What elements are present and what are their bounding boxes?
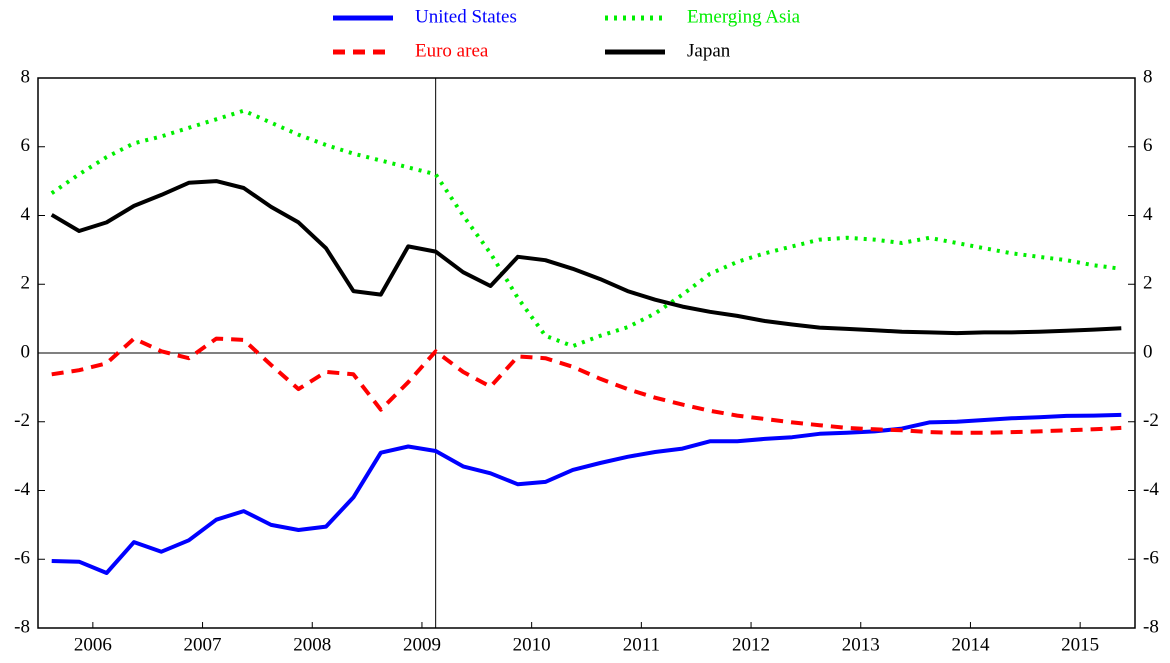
series-line: [50, 179, 1122, 336]
x-tick-label: 2013: [842, 634, 880, 655]
x-tick-label: 2011: [623, 634, 660, 655]
y-tick-label: 2: [21, 273, 31, 294]
y2-tick-label: 6: [1143, 135, 1153, 156]
x-tick-label: 2014: [951, 634, 990, 655]
y-tick-label: 6: [21, 135, 31, 156]
x-tick-label: 2015: [1061, 634, 1099, 655]
y2-tick-label: -4: [1143, 479, 1159, 500]
y2-tick-label: -8: [1143, 616, 1159, 637]
legend-label: Euro area: [415, 40, 489, 61]
x-tick-label: 2009: [403, 634, 441, 655]
x-tick-label: 2007: [184, 634, 222, 655]
legend-label: Emerging Asia: [687, 6, 801, 27]
y2-tick-label: 2: [1143, 273, 1153, 294]
y2-tick-label: -6: [1143, 548, 1159, 569]
y-tick-label: -2: [14, 410, 30, 431]
x-tick-label: 2012: [732, 634, 770, 655]
y2-tick-label: -2: [1143, 410, 1159, 431]
x-tick-label: 2010: [513, 634, 551, 655]
x-tick-label: 2008: [293, 634, 331, 655]
y-tick-label: 8: [21, 66, 31, 87]
y2-tick-label: 8: [1143, 66, 1153, 87]
y2-tick-label: 4: [1143, 204, 1153, 225]
series-line: [51, 336, 1122, 435]
y-tick-label: -4: [14, 479, 30, 500]
x-tick-label: 2006: [74, 634, 112, 655]
legend-label: Japan: [687, 40, 731, 61]
y-tick-label: -8: [14, 616, 30, 637]
y-tick-label: 4: [21, 204, 31, 225]
series-line: [50, 108, 1122, 349]
legend-label: United States: [415, 6, 517, 27]
y2-tick-label: 0: [1143, 341, 1153, 362]
y-tick-label: 0: [21, 341, 31, 362]
y-tick-label: -6: [14, 548, 30, 569]
series-line: [51, 412, 1122, 575]
